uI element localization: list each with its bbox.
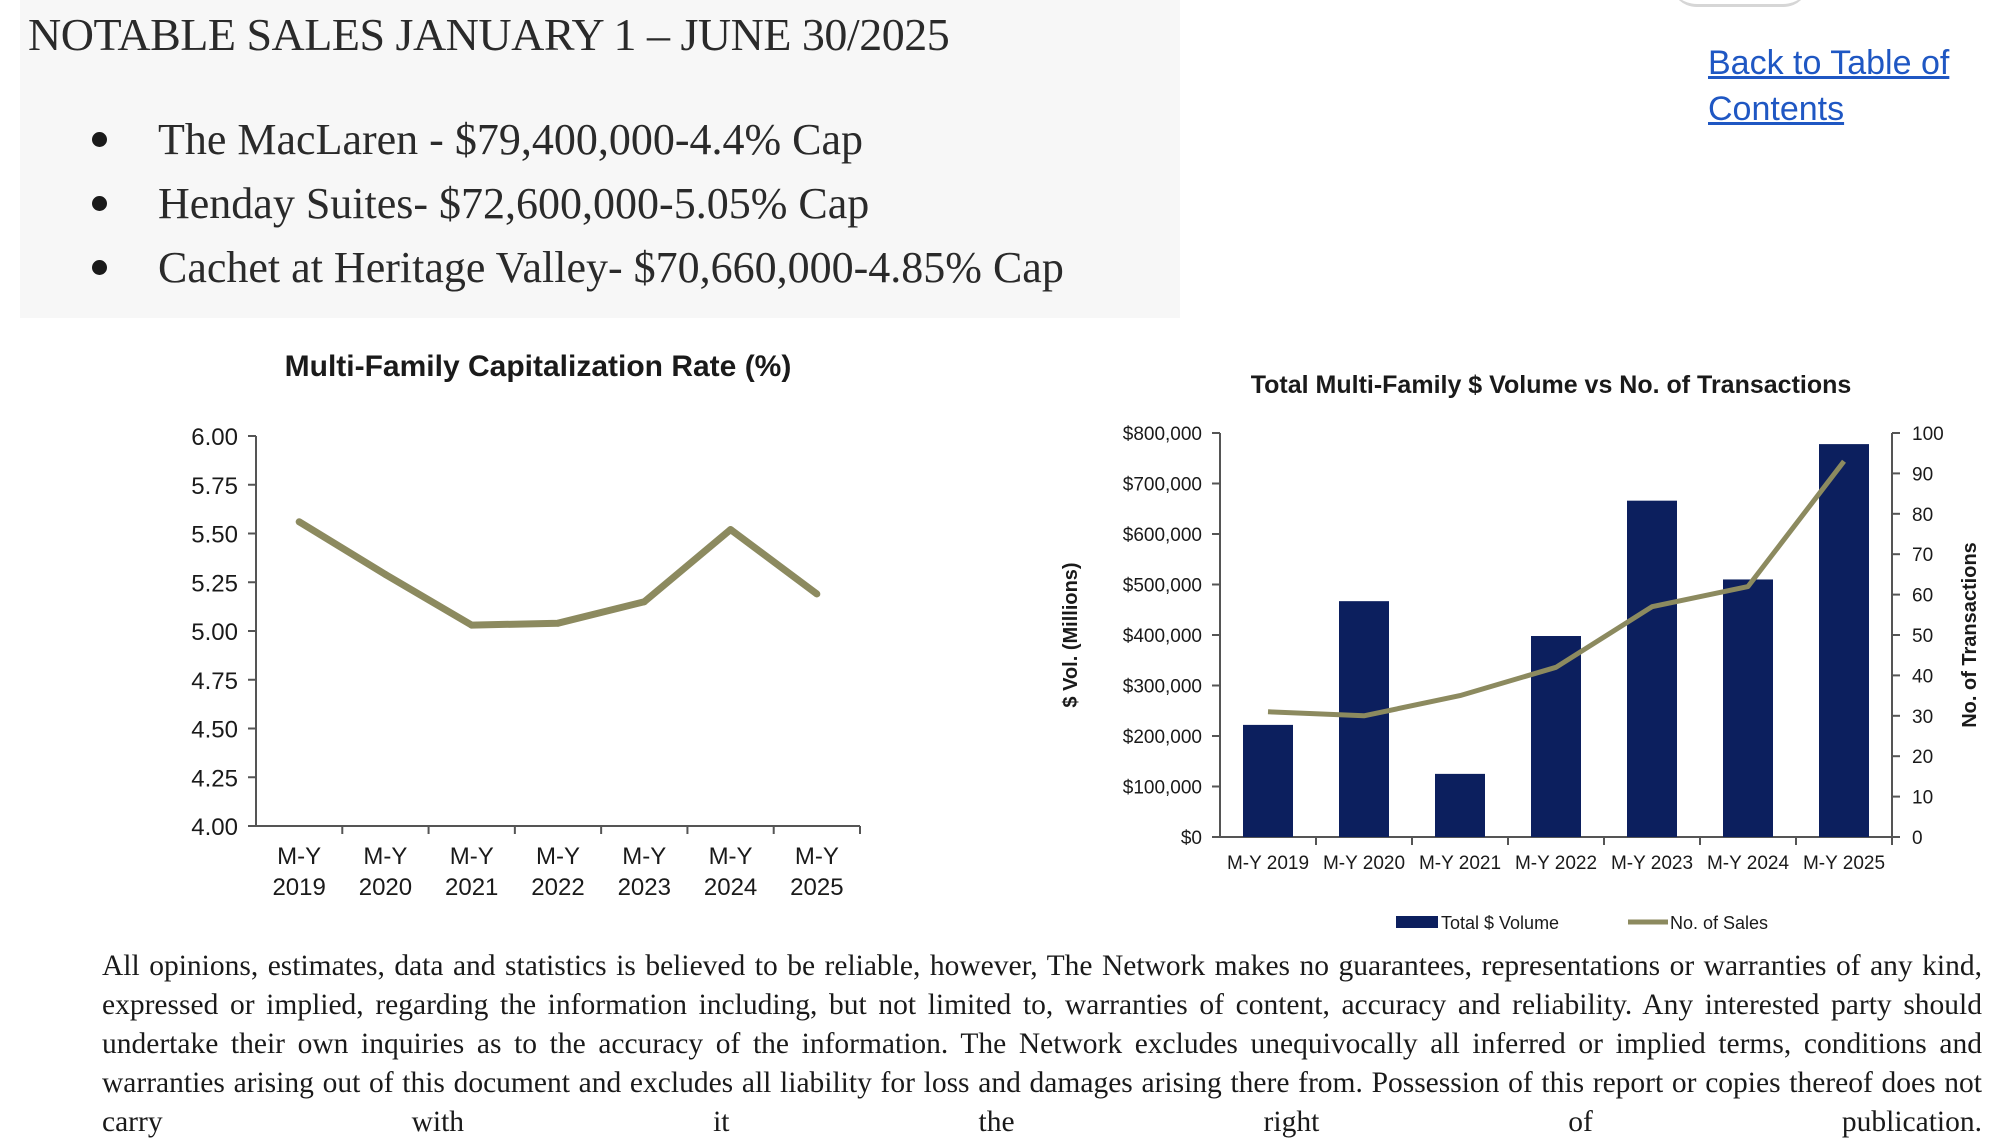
chart-title: Total Multi-Family $ Volume vs No. of Tr… (1251, 371, 1852, 399)
x-tick-label: 2019 (272, 874, 325, 901)
x-tick-label: M-Y (536, 843, 580, 870)
y-tick-label: 4.25 (191, 765, 238, 792)
y-tick-label-left: $600,000 (1123, 525, 1202, 546)
bullet-icon (92, 132, 107, 147)
list-item: Cachet at Heritage Valley- $70,660,000-4… (92, 236, 1064, 300)
y-tick-label-right: 30 (1912, 707, 1933, 728)
y-tick-label-right: 60 (1912, 586, 1933, 607)
chart-title: Multi-Family Capitalization Rate (%) (285, 350, 792, 383)
x-tick-label: 2024 (704, 874, 757, 901)
back-to-contents-link[interactable]: Back to Table of Contents (1708, 44, 1950, 128)
y-tick-label-right: 20 (1912, 747, 1933, 768)
x-tick-label: M-Y 2020 (1323, 853, 1405, 874)
data-point (727, 526, 735, 534)
y-tick-label: 5.75 (191, 473, 238, 500)
bullet-icon (92, 260, 107, 275)
header-band (20, 0, 1180, 318)
y-tick-label-right: 10 (1912, 788, 1933, 809)
y-tick-label-left: $300,000 (1123, 677, 1202, 698)
data-point (813, 590, 821, 598)
data-point (381, 570, 389, 578)
y-tick-label-left: $0 (1181, 828, 1202, 849)
disclaimer-text: All opinions, estimates, data and statis… (102, 950, 1982, 1138)
y-axis-title-right: No. of Transactions (1959, 542, 1981, 728)
y-tick-label-right: 80 (1912, 505, 1933, 526)
y-axis-title-left: $ Vol. (Millions) (1060, 562, 1082, 707)
sale-text: The MacLaren - $79,400,000-4.4% Cap (158, 115, 864, 164)
cap-rate-line (297, 518, 819, 629)
x-tick-label: M-Y (795, 843, 839, 870)
y-tick-label-left: $800,000 (1123, 424, 1202, 445)
y-tick-label-right: 70 (1912, 545, 1933, 566)
x-tick-label: M-Y (277, 843, 321, 870)
volume-bar (1435, 773, 1485, 837)
x-tick-label: M-Y 2023 (1611, 853, 1693, 874)
volume-transactions-chart: Total Multi-Family $ Volume vs No. of Tr… (1060, 371, 1981, 933)
bullet-icon (92, 196, 107, 211)
data-point (295, 518, 303, 526)
y-tick-label: 4.50 (191, 717, 238, 744)
x-tick-label: M-Y 2024 (1707, 853, 1789, 874)
x-tick-label: 2025 (790, 874, 843, 901)
data-point (640, 598, 648, 606)
sale-text: Henday Suites- $72,600,000-5.05% Cap (158, 179, 870, 228)
page-title: NOTABLE SALES JANUARY 1 – JUNE 30/2025 (28, 9, 950, 60)
y-tick-label-right: 40 (1912, 666, 1933, 687)
data-point (468, 621, 476, 629)
y-tick-label-right: 0 (1912, 828, 1923, 849)
x-tick-label: M-Y (363, 843, 407, 870)
volume-bar (1723, 579, 1773, 837)
volume-bar (1627, 500, 1677, 837)
legend-bar-label: Total $ Volume (1441, 913, 1559, 933)
x-tick-label: 2020 (359, 874, 412, 901)
back-link-decoration (1670, 0, 1810, 7)
y-tick-label-right: 50 (1912, 626, 1933, 647)
transactions-line (1267, 459, 1846, 719)
volume-bar (1243, 724, 1293, 837)
x-tick-label: M-Y (709, 843, 753, 870)
y-tick-label-right: 90 (1912, 464, 1933, 485)
y-tick-label: 5.00 (191, 619, 238, 646)
y-tick-label: 5.25 (191, 570, 238, 597)
data-point (554, 619, 562, 627)
volume-bar (1339, 601, 1389, 837)
notable-sales-list: The MacLaren - $79,400,000-4.4% Cap Hend… (92, 108, 1064, 300)
y-tick-label-left: $500,000 (1123, 576, 1202, 597)
y-tick-label-left: $400,000 (1123, 626, 1202, 647)
list-item: The MacLaren - $79,400,000-4.4% Cap (92, 108, 1064, 172)
y-tick-label: 6.00 (191, 424, 238, 451)
x-tick-label: 2022 (531, 874, 584, 901)
y-tick-label: 4.00 (191, 814, 238, 841)
y-tick-label-left: $200,000 (1123, 727, 1202, 748)
x-tick-label: M-Y 2025 (1803, 853, 1885, 874)
x-tick-label: M-Y (450, 843, 494, 870)
y-tick-label-left: $700,000 (1123, 475, 1202, 496)
x-tick-label: M-Y 2021 (1419, 853, 1501, 874)
x-tick-label: 2021 (445, 874, 498, 901)
y-tick-label: 4.75 (191, 668, 238, 695)
legend-line-label: No. of Sales (1670, 913, 1768, 933)
x-tick-label: M-Y (622, 843, 666, 870)
x-tick-label: 2023 (618, 874, 671, 901)
y-tick-label: 5.50 (191, 522, 238, 549)
list-item: Henday Suites- $72,600,000-5.05% Cap (92, 172, 1064, 236)
sale-text: Cachet at Heritage Valley- $70,660,000-4… (158, 243, 1064, 292)
x-tick-label: M-Y 2019 (1227, 853, 1309, 874)
cap-rate-chart: Multi-Family Capitalization Rate (%) 6.0… (191, 350, 861, 901)
volume-bar (1819, 444, 1869, 837)
x-tick-label: M-Y 2022 (1515, 853, 1597, 874)
legend-bar-swatch (1396, 916, 1438, 928)
y-tick-label-left: $100,000 (1123, 778, 1202, 799)
y-tick-label-right: 100 (1912, 424, 1944, 445)
